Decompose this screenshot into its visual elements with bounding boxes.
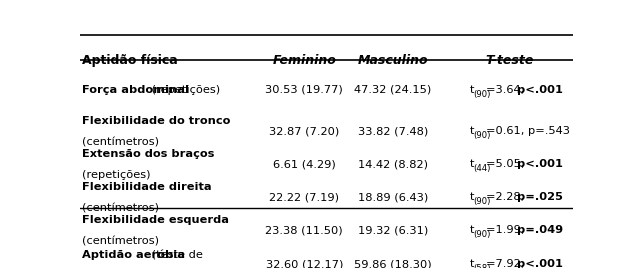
Text: Extensão dos braços: Extensão dos braços <box>82 149 215 159</box>
Text: T-teste: T-teste <box>485 54 533 67</box>
Text: (90): (90) <box>473 230 490 239</box>
Text: 18.89 (6.43): 18.89 (6.43) <box>358 192 428 202</box>
Text: Aptidão física: Aptidão física <box>82 54 178 67</box>
Text: t: t <box>469 85 474 95</box>
Text: 6.61 (4.29): 6.61 (4.29) <box>273 159 336 169</box>
Text: Flexibilidade esquerda: Flexibilidade esquerda <box>82 215 229 225</box>
Text: t: t <box>469 225 474 235</box>
Text: 59.86 (18.30): 59.86 (18.30) <box>354 259 432 268</box>
Text: 14.42 (8.82): 14.42 (8.82) <box>358 159 428 169</box>
Text: Flexibilidade do tronco: Flexibilidade do tronco <box>82 116 231 126</box>
Text: =5.05,: =5.05, <box>486 159 528 169</box>
Text: (centímetros): (centímetros) <box>82 203 159 213</box>
Text: t: t <box>469 159 474 169</box>
Text: p<.001: p<.001 <box>517 159 562 169</box>
Text: Flexibilidade direita: Flexibilidade direita <box>82 182 211 192</box>
Text: 22.22 (7.19): 22.22 (7.19) <box>269 192 340 202</box>
Text: p<.001: p<.001 <box>517 259 562 268</box>
Text: t: t <box>469 259 474 268</box>
Text: (repetições): (repetições) <box>148 85 220 95</box>
Text: p=.049: p=.049 <box>517 225 563 235</box>
Text: Feminino: Feminino <box>272 54 336 67</box>
Text: (repetições): (repetições) <box>82 170 150 180</box>
Text: (centímetros): (centímetros) <box>82 137 159 147</box>
Text: Masculino: Masculino <box>358 54 429 67</box>
Text: 19.32 (6.31): 19.32 (6.31) <box>358 225 428 235</box>
Text: 32.87 (7.20): 32.87 (7.20) <box>269 126 340 136</box>
Text: Aptidão aeróbia: Aptidão aeróbia <box>82 250 185 260</box>
Text: (44): (44) <box>473 164 490 173</box>
Text: (90): (90) <box>473 197 490 206</box>
Text: 33.82 (7.48): 33.82 (7.48) <box>358 126 428 136</box>
Text: t: t <box>469 126 474 136</box>
Text: 32.60 (12.17): 32.60 (12.17) <box>266 259 343 268</box>
Text: (90): (90) <box>473 131 490 140</box>
Text: (58): (58) <box>473 264 490 268</box>
Text: (teste de: (teste de <box>148 250 203 260</box>
Text: (centímetros): (centímetros) <box>82 236 159 247</box>
Text: p=.025: p=.025 <box>517 192 562 202</box>
Text: 30.53 (19.77): 30.53 (19.77) <box>266 85 343 95</box>
Text: =3.64,: =3.64, <box>486 85 528 95</box>
Text: =0.61, p=.543: =0.61, p=.543 <box>486 126 570 136</box>
Text: =1.99,: =1.99, <box>486 225 528 235</box>
Text: =7.92,: =7.92, <box>486 259 528 268</box>
Text: p<.001: p<.001 <box>517 85 562 95</box>
Text: =2.28,: =2.28, <box>486 192 528 202</box>
Text: (90): (90) <box>473 90 490 99</box>
Text: Força abdominal: Força abdominal <box>82 85 189 95</box>
Text: t: t <box>469 192 474 202</box>
Text: 23.38 (11.50): 23.38 (11.50) <box>266 225 343 235</box>
Text: 47.32 (24.15): 47.32 (24.15) <box>354 85 432 95</box>
